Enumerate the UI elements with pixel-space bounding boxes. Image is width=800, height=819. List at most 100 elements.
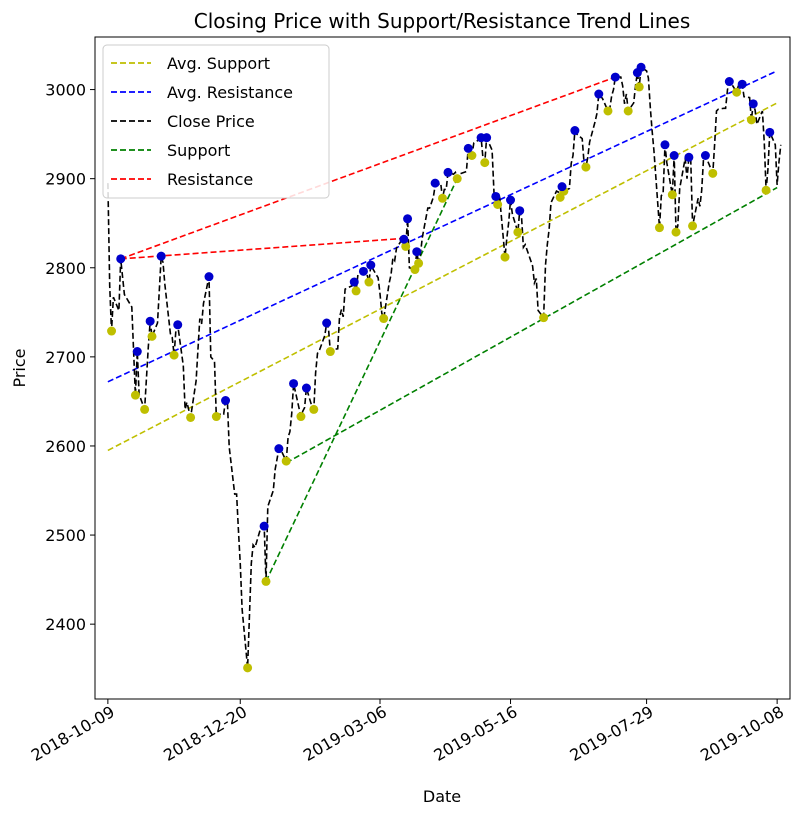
resistance-point-11 — [322, 318, 332, 328]
resistance-point-22 — [482, 133, 492, 143]
support-point-0 — [107, 326, 117, 336]
support-point-24 — [500, 252, 510, 262]
support-point-16 — [401, 241, 411, 251]
support-point-15 — [379, 314, 389, 324]
support-point-8 — [261, 576, 271, 586]
resistance-point-9 — [289, 379, 299, 389]
y-axis-label: Price — [10, 348, 29, 387]
legend-label-resistance: Resistance — [167, 170, 253, 189]
resistance-point-29 — [610, 72, 620, 82]
trend-line-support-3 — [285, 186, 778, 464]
resistance-point-1 — [132, 347, 142, 357]
y-tick-label-2900: 2900 — [45, 170, 86, 189]
y-tick-label-2800: 2800 — [45, 259, 86, 278]
resistance-point-6 — [221, 396, 231, 406]
resistance-point-15 — [399, 234, 409, 244]
support-point-7 — [243, 663, 253, 673]
resistance-point-14 — [366, 260, 376, 270]
plot-frame — [94, 36, 791, 700]
resistance-point-8 — [274, 444, 284, 454]
resistance-point-2 — [145, 316, 155, 326]
support-point-39 — [746, 115, 756, 125]
support-point-11 — [309, 404, 319, 414]
resistance-point-7 — [259, 521, 269, 531]
support-point-23 — [493, 200, 503, 210]
legend-box — [102, 44, 330, 199]
resistance-point-28 — [594, 89, 604, 99]
support-point-40 — [761, 185, 771, 195]
support-point-9 — [281, 456, 291, 466]
resistance-point-32 — [660, 140, 670, 150]
resistance-point-27 — [570, 126, 580, 136]
y-tick-label-2400: 2400 — [45, 615, 86, 634]
support-point-10 — [296, 412, 306, 422]
resistance-point-0 — [116, 254, 126, 264]
support-point-3 — [147, 331, 157, 341]
resistance-point-37 — [737, 79, 747, 89]
resistance-point-16 — [403, 214, 413, 224]
support-point-36 — [688, 221, 698, 231]
resistance-point-26 — [557, 182, 567, 192]
support-point-2 — [140, 404, 150, 414]
support-point-5 — [186, 412, 196, 422]
trend-line-resistance-4 — [120, 76, 616, 260]
resistance-point-3 — [156, 251, 166, 261]
resistance-point-17 — [412, 247, 422, 257]
support-point-26 — [539, 313, 549, 323]
resistance-point-12 — [349, 277, 359, 287]
support-point-34 — [667, 190, 677, 200]
resistance-point-4 — [173, 320, 183, 330]
trend-line-resistance-5 — [120, 237, 404, 260]
resistance-point-18 — [430, 178, 440, 188]
resistance-point-33 — [669, 151, 679, 161]
resistance-point-39 — [765, 127, 775, 137]
trend-line-avg-resistance-1 — [107, 70, 778, 383]
legend-label-support: Support — [167, 141, 230, 160]
resistance-point-10 — [301, 383, 311, 393]
y-tick-label-2700: 2700 — [45, 348, 86, 367]
resistance-point-31 — [636, 62, 646, 72]
support-point-22 — [480, 158, 490, 168]
legend-label-avg-support: Avg. Support — [167, 54, 270, 73]
support-point-4 — [169, 350, 179, 360]
y-tick-label-2600: 2600 — [45, 437, 86, 456]
y-tick-label-3000: 3000 — [45, 81, 86, 100]
support-point-30 — [603, 106, 613, 116]
legend: Avg. Support Avg. Resistance Close Price Su… — [102, 44, 330, 199]
resistance-point-35 — [700, 151, 710, 161]
support-point-37 — [708, 168, 718, 178]
support-point-19 — [438, 193, 447, 203]
resistance-point-38 — [748, 99, 758, 109]
support-point-6 — [211, 412, 221, 422]
resistance-point-20 — [463, 143, 473, 153]
resistance-point-24 — [506, 195, 516, 205]
support-point-21 — [467, 151, 477, 161]
support-point-33 — [654, 223, 664, 233]
resistance-point-19 — [443, 167, 453, 177]
legend-label-avg-resistance: Avg. Resistance — [167, 83, 293, 102]
support-point-31 — [623, 106, 633, 116]
support-point-14 — [364, 277, 374, 287]
legend-label-close-price: Close Price — [167, 112, 255, 131]
support-point-1 — [130, 390, 140, 400]
support-point-13 — [351, 286, 361, 296]
support-point-35 — [671, 227, 681, 237]
resistance-point-23 — [491, 191, 501, 201]
support-point-18 — [414, 258, 424, 268]
support-point-12 — [325, 347, 335, 357]
support-point-29 — [581, 162, 591, 172]
trend-line-support-2 — [265, 178, 458, 582]
resistance-point-5 — [204, 272, 214, 282]
y-axis: 2400 2500 2600 2700 2800 2900 3000 — [45, 81, 95, 634]
resistance-point-25 — [515, 206, 525, 216]
support-point-25 — [513, 227, 523, 237]
x-axis-label: Date — [423, 787, 461, 806]
chart-title: Closing Price with Support/Resistance Tr… — [194, 9, 691, 33]
support-point-38 — [732, 87, 742, 97]
resistance-point-34 — [684, 152, 694, 162]
resistance-point-13 — [358, 266, 368, 276]
y-tick-label-2500: 2500 — [45, 526, 86, 545]
support-point-20 — [452, 174, 462, 184]
resistance-point-36 — [724, 77, 734, 87]
